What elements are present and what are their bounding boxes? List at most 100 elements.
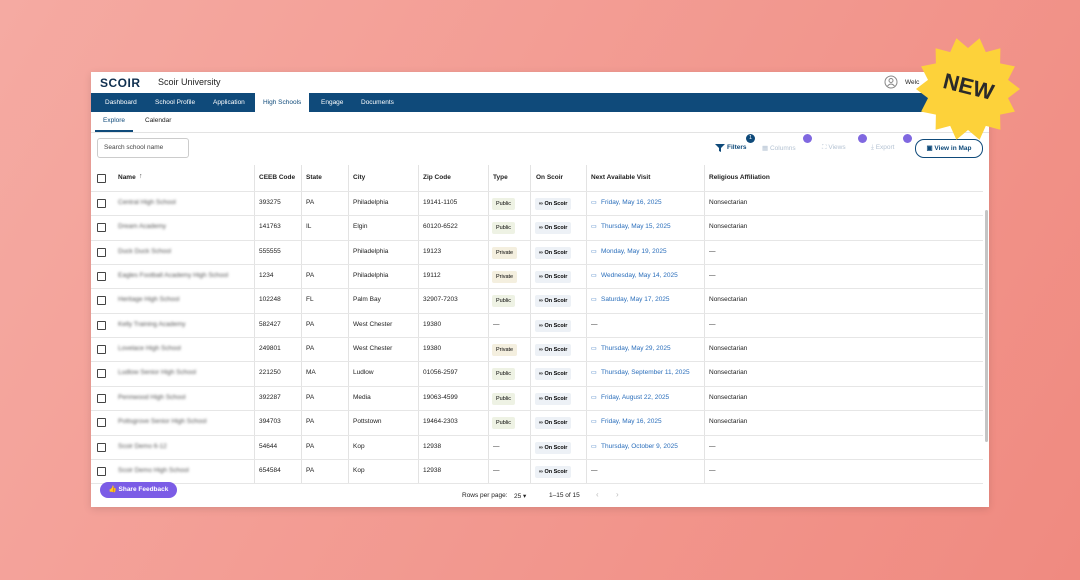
next-page[interactable]: › — [616, 490, 619, 499]
row-checkbox[interactable] — [97, 199, 106, 208]
cell: 393275 — [259, 199, 281, 206]
cell: West Chester — [353, 345, 393, 353]
columns-label: Columns — [769, 145, 796, 152]
subtab[interactable]: Calendar — [145, 117, 172, 124]
link-icon: ∞ — [539, 225, 545, 232]
visit-date[interactable]: Thursday, May 15, 2025 — [601, 223, 671, 231]
feedback-button[interactable]: 👍 Share Feedback — [100, 482, 177, 498]
visit-date[interactable]: Thursday, October 9, 2025 — [601, 442, 678, 450]
cell: 1234 — [259, 272, 274, 280]
lock-badge — [903, 134, 912, 143]
subtab[interactable]: Explore — [95, 112, 134, 132]
cell: 555555 — [259, 247, 281, 255]
cell: Kop — [353, 466, 365, 474]
column-header: State — [306, 174, 322, 181]
cell: 12938 — [423, 466, 442, 474]
calendar-icon: ▭ — [591, 297, 597, 304]
cell: Philadelphia — [353, 272, 389, 280]
link-icon: ∞ — [539, 274, 545, 281]
column-divider — [488, 165, 489, 483]
column-header[interactable]: Name — [118, 174, 136, 181]
row-checkbox[interactable] — [97, 369, 106, 379]
link-icon: ∞ — [539, 201, 545, 207]
cell: 12938 — [423, 442, 442, 450]
visit-date[interactable]: Wednesday, May 14, 2025 — [601, 272, 678, 280]
on-scoir-pill: ∞ On Scoir — [535, 465, 572, 478]
nav-item[interactable]: Dashboard — [105, 99, 137, 106]
cell: 392287 — [259, 393, 281, 401]
row-divider — [91, 191, 983, 192]
nav-item[interactable]: Documents — [361, 99, 394, 106]
row-checkbox[interactable] — [97, 272, 106, 282]
visit-date[interactable]: Thursday, September 11, 2025 — [601, 369, 690, 377]
visit-date[interactable]: Thursday, May 29, 2025 — [601, 345, 671, 353]
school-name[interactable]: Central High School — [118, 199, 176, 206]
visit-date[interactable]: Monday, May 19, 2025 — [601, 247, 667, 255]
column-header: Zip Code — [423, 174, 451, 181]
page-size-select[interactable]: 25 ▾ — [514, 493, 527, 500]
visit-date[interactable]: Friday, May 16, 2025 — [601, 418, 662, 426]
export-button[interactable]: ⤓ Export — [871, 144, 895, 151]
cell: PA — [306, 442, 315, 450]
school-name[interactable]: Heritage High School — [118, 296, 180, 304]
nav-item[interactable]: Engage — [321, 99, 344, 106]
row-checkbox[interactable] — [97, 345, 106, 355]
school-name[interactable]: Scoir Demo High School — [118, 466, 189, 474]
header-checkbox[interactable] — [97, 174, 106, 183]
views-button[interactable]: ⛶ Views — [822, 144, 846, 151]
views-label: Views — [828, 144, 846, 151]
columns-button[interactable]: ▦ Columns — [762, 145, 796, 152]
cell: Ludlow — [353, 369, 374, 377]
cell: 19141-1105 — [423, 199, 458, 206]
nav-bar: Dashboard School Profile Application High S… — [91, 93, 989, 112]
row-checkbox[interactable] — [97, 393, 106, 403]
lock-badge — [858, 134, 867, 143]
visit-date[interactable]: Saturday, May 17, 2025 — [601, 296, 670, 304]
scrollbar — [985, 210, 988, 442]
row-checkbox[interactable] — [97, 466, 106, 476]
row-checkbox[interactable] — [97, 296, 106, 306]
school-name[interactable]: Duck Duck School — [118, 247, 172, 255]
school-name[interactable]: Ludlow Senior High School — [118, 369, 197, 377]
cell: Nonsectarian — [709, 296, 748, 304]
view-map-button[interactable]: ▣ View in Map — [915, 139, 983, 158]
starburst — [916, 38, 1020, 140]
nav-item[interactable]: High Schools — [255, 93, 310, 112]
nav-item[interactable]: Application — [213, 99, 245, 106]
cell: FL — [306, 296, 314, 304]
row-checkbox[interactable] — [97, 247, 106, 257]
cell: PA — [306, 418, 315, 426]
on-scoir-label: On Scoir — [544, 225, 568, 232]
row-checkbox[interactable] — [97, 320, 106, 330]
school-name[interactable]: Eagles Football Academy High School — [118, 272, 229, 280]
row-checkbox[interactable] — [97, 223, 106, 233]
nav-item[interactable]: School Profile — [155, 99, 196, 106]
cell: Philadelphia — [353, 247, 389, 255]
cell: 582427 — [259, 320, 281, 328]
row-divider — [91, 385, 983, 387]
school-name[interactable]: Scoir Demo 6-12 — [118, 442, 167, 450]
visit-date[interactable]: Friday, May 16, 2025 — [601, 199, 662, 206]
school-name[interactable]: Kelly Training Academy — [118, 320, 186, 328]
prev-page[interactable]: ‹ — [596, 490, 599, 499]
search-box[interactable]: Search school name — [97, 138, 189, 158]
school-name[interactable]: Pottsgrove Senior High School — [118, 418, 207, 426]
row-checkbox[interactable] — [97, 418, 106, 428]
on-scoir-pill: ∞ On Scoir — [535, 344, 572, 357]
visit-date[interactable]: Friday, August 22, 2025 — [601, 393, 670, 401]
sort-icon[interactable]: ↑ — [139, 173, 143, 180]
cell: 60120-6522 — [423, 223, 458, 231]
column-header: Religious Affiliation — [709, 174, 770, 181]
row-checkbox[interactable] — [97, 442, 106, 452]
school-name[interactable]: Dream Academy — [118, 223, 167, 231]
column-divider — [254, 165, 255, 483]
school-name[interactable]: Lovelace High School — [118, 345, 181, 353]
cell: 221250 — [259, 369, 281, 377]
school-name[interactable]: Pennwood High School — [118, 393, 186, 401]
link-icon: ∞ — [539, 322, 545, 329]
filter-icon — [715, 144, 725, 152]
cell: — — [591, 466, 598, 474]
avatar-icon[interactable] — [884, 75, 898, 89]
column-divider — [348, 165, 349, 483]
cell: West Chester — [353, 320, 393, 328]
